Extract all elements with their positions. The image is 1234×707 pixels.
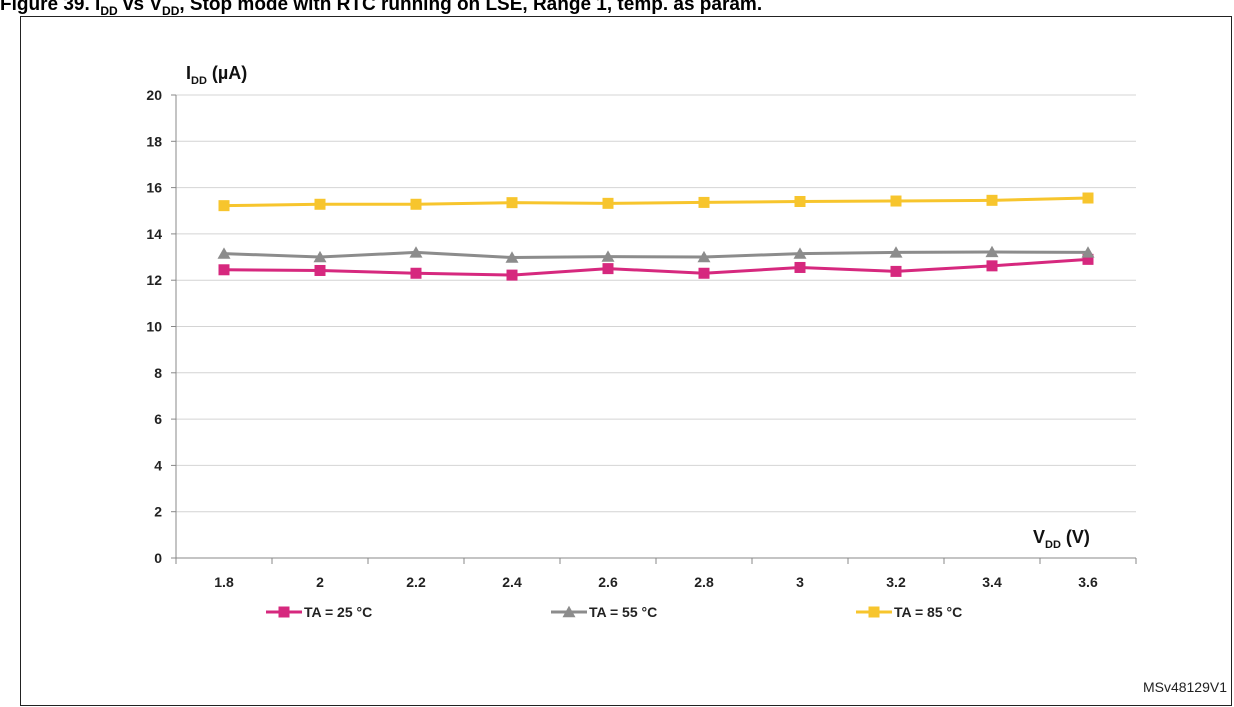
y-tick-label: 4 (154, 457, 162, 473)
y-tick-label: 0 (154, 550, 162, 566)
y-axis-title: IDD (µA) (186, 63, 247, 87)
data-series (218, 193, 1095, 281)
data-point (507, 197, 518, 208)
data-point (219, 264, 230, 275)
legend: TA = 25 °C TA = 55 °C TA = 85 °C (266, 604, 962, 620)
legend-item-3: TA = 85 °C (856, 604, 962, 620)
y-tick-label: 10 (146, 319, 162, 335)
x-axis-title: VDD (V) (1033, 527, 1090, 551)
data-point (1083, 193, 1094, 204)
data-point (315, 265, 326, 276)
data-point (411, 199, 422, 210)
data-point (219, 200, 230, 211)
x-tick-label: 3 (796, 574, 804, 590)
series-line (224, 252, 1088, 258)
x-tick-label: 3.2 (886, 574, 906, 590)
data-point (699, 268, 710, 279)
figure-title: Figure 39. IDD vs VDD, Stop mode with RT… (0, 0, 1234, 16)
y-tick-label: 18 (146, 133, 162, 149)
data-point (603, 198, 614, 209)
axes (171, 95, 1136, 564)
line-chart: 0 2 4 6 8 10 12 14 16 18 20 1.8 2 2.2 2.4 2.6 2.8 3 3.2 3.… (21, 17, 1233, 707)
data-point (987, 195, 998, 206)
x-tick-label: 3.6 (1078, 574, 1098, 590)
x-tick-label: 1.8 (214, 574, 234, 590)
data-point (987, 260, 998, 271)
legend-item-1: TA = 25 °C (266, 604, 372, 620)
x-tick-label: 2.2 (406, 574, 426, 590)
axis-titles: IDD (µA) VDD (V) (186, 63, 1090, 551)
data-point (795, 262, 806, 273)
figure-frame: 0 2 4 6 8 10 12 14 16 18 20 1.8 2 2.2 2.4 2.6 2.8 3 3.2 3.… (20, 16, 1232, 706)
data-point (507, 270, 518, 281)
y-tick-label: 14 (146, 226, 162, 242)
x-tick-labels: 1.8 2 2.2 2.4 2.6 2.8 3 3.2 3.4 3.6 (214, 574, 1098, 590)
y-tick-label: 12 (146, 272, 162, 288)
data-point (699, 197, 710, 208)
y-tick-label: 16 (146, 180, 162, 196)
x-tick-label: 3.4 (982, 574, 1002, 590)
x-tick-label: 2.6 (598, 574, 618, 590)
series-line (224, 259, 1088, 275)
data-point (891, 196, 902, 207)
y-tick-label: 2 (154, 504, 162, 520)
y-tick-label: 8 (154, 365, 162, 381)
legend-label: TA = 55 °C (589, 604, 657, 620)
x-tick-label: 2.4 (502, 574, 522, 590)
figure-id: MSv48129V1 (1143, 679, 1227, 695)
legend-label: TA = 25 °C (304, 604, 372, 620)
x-tick-label: 2 (316, 574, 324, 590)
y-tick-labels: 0 2 4 6 8 10 12 14 16 18 20 (146, 87, 162, 566)
data-point (795, 196, 806, 207)
gridlines (176, 95, 1136, 512)
data-point (869, 607, 880, 618)
data-point (315, 199, 326, 210)
data-point (891, 266, 902, 277)
series-line (224, 198, 1088, 206)
legend-item-2: TA = 55 °C (551, 604, 657, 620)
series-2 (218, 246, 1095, 263)
legend-label: TA = 85 °C (894, 604, 962, 620)
y-tick-label: 6 (154, 411, 162, 427)
x-tick-label: 2.8 (694, 574, 714, 590)
y-tick-label: 20 (146, 87, 162, 103)
data-point (279, 607, 290, 618)
series-3 (219, 193, 1094, 212)
data-point (603, 263, 614, 274)
data-point (411, 268, 422, 279)
